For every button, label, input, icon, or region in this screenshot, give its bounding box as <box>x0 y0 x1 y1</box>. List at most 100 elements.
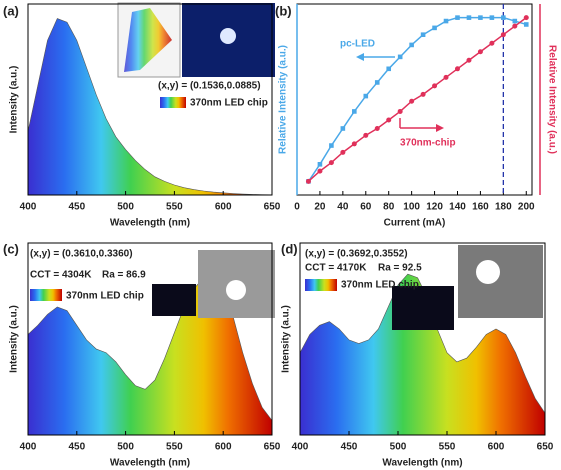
plot-frame <box>27 3 273 196</box>
marker <box>443 18 449 24</box>
x-tick-label: 500 <box>117 202 134 213</box>
y-axis-label: Relative Intensity (a.u.) <box>278 45 289 154</box>
plot-frame <box>299 242 546 436</box>
series-label: 370nm-chip <box>400 138 456 149</box>
marker <box>305 178 311 184</box>
photo-glow <box>220 28 236 44</box>
color-strip <box>305 279 337 291</box>
annotation: Ra = 92.5 <box>378 263 422 274</box>
x-tick-label: 650 <box>264 442 281 453</box>
marker <box>420 32 426 37</box>
marker <box>501 15 506 20</box>
x-axis-label: Wavelength (nm) <box>110 218 190 229</box>
annotation: (x,y) = (0.3610,0.3360) <box>30 249 133 260</box>
marker <box>386 66 392 72</box>
x-tick-label: 80 <box>383 202 395 213</box>
marker <box>477 49 483 55</box>
color-strip <box>30 289 62 301</box>
x-tick-label: 100 <box>403 202 420 213</box>
panel-label: (b) <box>275 3 292 18</box>
spectrum-fill <box>28 18 272 195</box>
marker <box>432 25 437 31</box>
marker <box>351 141 357 147</box>
annotation: (x,y) = (0.3692,0.3552) <box>305 249 408 260</box>
annotation: CCT = 4304K <box>30 270 92 281</box>
x-tick-label: 450 <box>68 442 85 453</box>
photo <box>458 245 543 318</box>
marker <box>397 108 403 114</box>
x-tick-label: 120 <box>426 202 443 213</box>
annotation: 370nm LED chip <box>66 291 144 302</box>
marker <box>374 80 380 85</box>
arrow-head <box>436 124 444 132</box>
marker <box>317 162 323 167</box>
marker <box>466 15 472 20</box>
marker <box>466 57 472 63</box>
marker <box>500 32 506 38</box>
y-axis-label: Intensity (a.u.) <box>9 305 20 373</box>
panel-label: (a) <box>3 3 19 18</box>
marker <box>352 109 357 114</box>
x-tick-label: 450 <box>341 442 358 453</box>
panel-label: (d) <box>281 241 298 256</box>
marker <box>409 42 414 48</box>
marker <box>454 66 460 72</box>
marker <box>512 18 518 24</box>
y2-axis-label: Relative Intensity (a.u.) <box>546 45 557 154</box>
marker <box>317 168 323 174</box>
marker <box>420 91 426 97</box>
x-tick-label: 600 <box>215 442 232 453</box>
x-tick-label: 400 <box>292 442 309 453</box>
arrow-head <box>356 53 364 61</box>
marker <box>363 93 369 99</box>
marker <box>386 117 392 123</box>
x-tick-label: 650 <box>537 442 554 453</box>
marker <box>374 125 380 131</box>
marker <box>455 15 460 20</box>
marker <box>340 149 346 155</box>
x-tick-label: 500 <box>117 442 134 453</box>
photo-glow <box>476 260 500 284</box>
y-axis-label: Intensity (a.u.) <box>281 305 292 373</box>
annotation: Ra = 86.9 <box>102 270 146 281</box>
marker <box>340 126 346 131</box>
y-axis-label: Intensity (a.u.) <box>9 66 20 134</box>
x-axis-label: Wavelength (nm) <box>110 458 190 469</box>
annotation: (x,y) = (0.1536,0.0885) <box>158 81 261 92</box>
x-tick-label: 200 <box>518 202 535 213</box>
annotation: 370nm LED chip <box>341 280 419 291</box>
marker <box>523 15 529 21</box>
x-tick-label: 600 <box>215 202 232 213</box>
x-tick-label: 160 <box>472 202 489 213</box>
photo <box>392 286 454 330</box>
x-tick-label: 500 <box>390 442 407 453</box>
plot-frame <box>27 242 273 436</box>
x-axis-label: Current (mA) <box>384 218 446 229</box>
x-tick-label: 450 <box>68 202 85 213</box>
annotation: CCT = 4170K <box>305 263 367 274</box>
photo-glow <box>226 280 246 300</box>
marker <box>328 160 334 166</box>
x-tick-label: 650 <box>264 202 281 213</box>
x-tick-label: 550 <box>439 442 456 453</box>
x-tick-label: 40 <box>337 202 349 213</box>
x-tick-label: 140 <box>449 202 466 213</box>
marker <box>478 15 483 20</box>
marker <box>329 143 334 148</box>
marker <box>443 74 449 80</box>
spectrum-line <box>27 18 273 196</box>
x-tick-label: 180 <box>495 202 512 213</box>
marker <box>363 132 369 138</box>
marker <box>489 40 495 46</box>
annotation: 370nm LED chip <box>190 98 268 109</box>
spectrum-fill <box>300 274 545 435</box>
marker <box>432 83 438 89</box>
x-tick-label: 400 <box>20 202 37 213</box>
photo <box>152 284 196 316</box>
x-axis-label: Wavelength (nm) <box>382 458 462 469</box>
x-tick-label: 550 <box>166 442 183 453</box>
x-tick-label: 550 <box>166 202 183 213</box>
x-tick-label: 20 <box>314 202 326 213</box>
marker <box>397 54 403 60</box>
